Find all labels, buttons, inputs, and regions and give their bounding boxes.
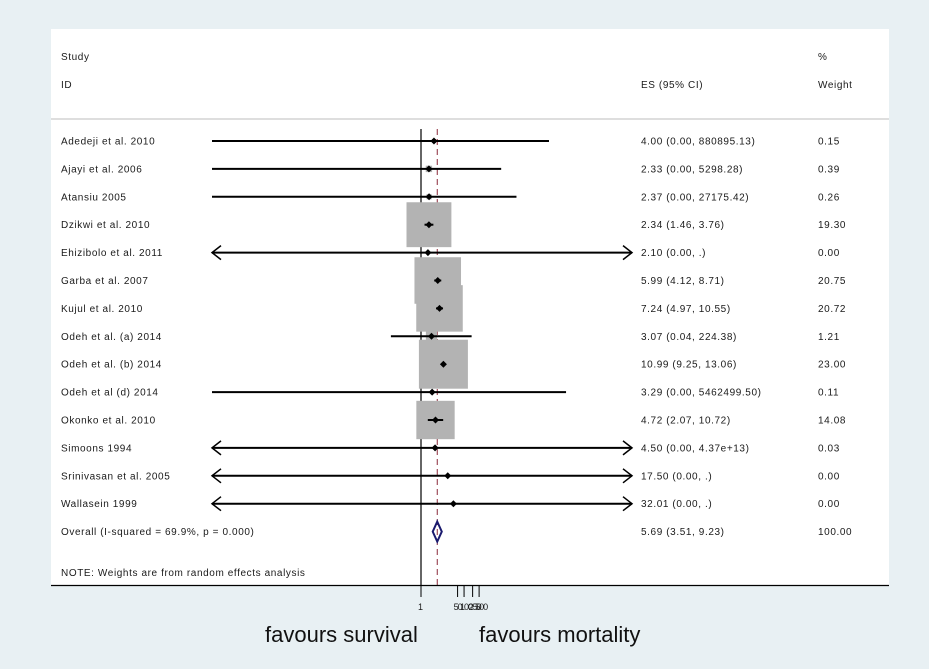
overall-diamond xyxy=(431,519,443,545)
es-ci-label: 2.37 (0.00, 27175.42) xyxy=(641,192,749,203)
arrow-left-icon xyxy=(210,245,222,261)
es-ci-label: 7.24 (4.97, 10.55) xyxy=(641,304,731,315)
x-tick-label: 100 xyxy=(460,602,473,612)
es-ci-label: 32.01 (0.00, .) xyxy=(641,499,712,510)
weight-label: 0.00 xyxy=(818,248,840,259)
xlabel-left: favours survival xyxy=(265,622,418,647)
es-ci-label: 3.07 (0.04, 224.38) xyxy=(641,332,737,343)
study-label: Simoons 1994 xyxy=(61,443,132,454)
arrow-left-icon xyxy=(210,496,222,512)
point-estimate xyxy=(449,500,457,508)
es-ci-label: 5.99 (4.12, 8.71) xyxy=(641,276,725,287)
point-estimate xyxy=(424,249,432,257)
arrow-right-icon xyxy=(622,245,634,261)
overall-weight: 100.00 xyxy=(818,527,852,538)
header-study: Study xyxy=(61,52,90,63)
study-label: Srinivasan et al. 2005 xyxy=(61,471,170,482)
study-label: Atansiu 2005 xyxy=(61,192,127,203)
study-label: Wallasein 1999 xyxy=(61,499,137,510)
study-label: Ehizibolo et al. 2011 xyxy=(61,248,163,259)
study-label: Okonko et al. 2010 xyxy=(61,416,156,427)
weight-label: 0.15 xyxy=(818,137,840,148)
study-label: Ajayi et al. 2006 xyxy=(61,164,142,175)
es-ci-label: 4.00 (0.00, 880895.13) xyxy=(641,137,755,148)
arrow-right-icon xyxy=(622,440,634,456)
weight-label: 0.00 xyxy=(818,499,840,510)
arrow-right-icon xyxy=(622,496,634,512)
weight-label: 19.30 xyxy=(818,220,846,231)
point-estimate xyxy=(444,472,452,480)
weight-label: 1.21 xyxy=(818,332,840,343)
x-tick-label: 500 xyxy=(475,602,488,612)
study-label: Adedeji et al. 2010 xyxy=(61,137,155,148)
overall-label: Overall (I-squared = 69.9%, p = 0.000) xyxy=(61,527,254,538)
es-ci-label: 3.29 (0.00, 5462499.50) xyxy=(641,388,762,399)
weight-label: 0.03 xyxy=(818,443,840,454)
es-ci-label: 10.99 (9.25, 13.06) xyxy=(641,360,737,371)
header-id: ID xyxy=(61,80,72,91)
point-estimate xyxy=(439,360,447,368)
point-estimate xyxy=(425,165,433,173)
point-estimate xyxy=(427,332,435,340)
point-estimate xyxy=(432,416,440,424)
weight-label: 0.39 xyxy=(818,164,840,175)
header-percent: % xyxy=(818,52,828,63)
study-label: Odeh et al. (b) 2014 xyxy=(61,360,162,371)
weight-label: 14.08 xyxy=(818,416,846,427)
weight-label: 23.00 xyxy=(818,360,846,371)
weight-label: 0.26 xyxy=(818,192,840,203)
point-estimate xyxy=(434,277,442,284)
es-ci-label: 17.50 (0.00, .) xyxy=(641,471,712,482)
study-label: Odeh et al (d) 2014 xyxy=(61,388,159,399)
arrow-left-icon xyxy=(210,468,222,484)
point-estimate xyxy=(431,444,439,452)
es-ci-label: 4.72 (2.07, 10.72) xyxy=(641,416,731,427)
x-tick-label: 50 xyxy=(454,602,463,612)
study-label: Kujul et al. 2010 xyxy=(61,304,143,315)
point-estimate xyxy=(425,221,433,229)
overall-es-ci: 5.69 (3.51, 9.23) xyxy=(641,527,725,538)
note-text: NOTE: Weights are from random effects an… xyxy=(61,568,306,579)
arrow-left-icon xyxy=(210,440,222,456)
x-tick-label: 250 xyxy=(469,602,482,612)
header-weight: Weight xyxy=(818,80,853,91)
plot-area xyxy=(51,29,889,585)
point-estimate xyxy=(436,304,444,312)
point-estimate xyxy=(428,388,436,396)
study-label: Garba et al. 2007 xyxy=(61,276,148,287)
weight-label: 0.00 xyxy=(818,471,840,482)
weight-label: 0.11 xyxy=(818,388,839,399)
es-ci-label: 4.50 (0.00, 4.37e+13) xyxy=(641,443,750,454)
es-ci-label: 2.33 (0.00, 5298.28) xyxy=(641,164,743,175)
point-estimate xyxy=(425,193,433,201)
point-estimate xyxy=(430,137,438,145)
header-es: ES (95% CI) xyxy=(641,80,703,91)
es-ci-label: 2.34 (1.46, 3.76) xyxy=(641,220,725,231)
weight-label: 20.72 xyxy=(818,304,846,315)
xlabel-right: favours mortality xyxy=(479,622,640,647)
study-label: Dzikwi et al. 2010 xyxy=(61,220,150,231)
study-label: Odeh et al. (a) 2014 xyxy=(61,332,162,343)
es-ci-label: 2.10 (0.00, .) xyxy=(641,248,706,259)
arrow-right-icon xyxy=(622,468,634,484)
weight-label: 20.75 xyxy=(818,276,846,287)
x-tick-label: 1 xyxy=(418,602,423,612)
